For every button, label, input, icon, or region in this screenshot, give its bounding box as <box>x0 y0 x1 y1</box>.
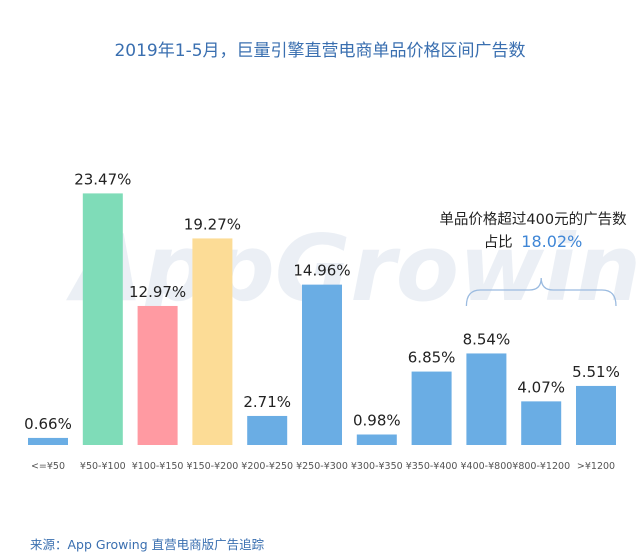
annotation-line-2: 占比 18.02% <box>484 232 583 251</box>
bar-value-label: 5.51% <box>572 363 620 381</box>
bars-group: 0.66% <=¥50 23.47% ¥50-¥100 12.97% ¥100-¥150 1… <box>24 170 620 472</box>
bar-value-label: 19.27% <box>184 215 241 233</box>
bar-10 <box>576 385 616 445</box>
x-tick-label: ¥350-¥400 <box>406 461 458 472</box>
x-tick-label: >¥1200 <box>577 461 615 472</box>
bar-value-label: 8.54% <box>463 330 511 348</box>
bar-1 <box>82 193 123 445</box>
chart-title: 2019年1-5月，巨量引擎直营电商单品价格区间广告数 <box>114 41 526 61</box>
bar-5 <box>302 284 342 445</box>
bar-value-label: 0.98% <box>353 411 401 429</box>
bar-3 <box>192 238 233 445</box>
x-tick-label: ¥250-¥300 <box>296 461 348 472</box>
annotation-line-1: 单品价格超过400元的广告数 <box>439 211 627 228</box>
bar-2 <box>137 305 178 445</box>
bar-value-label: 23.47% <box>74 170 131 188</box>
bar-7 <box>411 371 452 445</box>
annotation: 单品价格超过400元的广告数 占比 18.02% <box>439 211 627 307</box>
bar-8 <box>466 353 507 445</box>
x-tick-label: ¥150-¥200 <box>187 461 239 472</box>
x-tick-label: <=¥50 <box>31 461 65 472</box>
annotation-brace <box>465 277 617 307</box>
source-note: 来源：App Growing 直营电商版广告追踪 <box>30 537 265 552</box>
x-tick-label: ¥200-¥250 <box>241 461 293 472</box>
x-tick-label: ¥400-¥800 <box>461 461 513 472</box>
annotation-value: 18.02% <box>521 232 582 251</box>
bar-value-label: 4.07% <box>517 378 565 396</box>
bar-value-label: 2.71% <box>243 393 291 411</box>
x-tick-label: ¥100-¥150 <box>132 461 184 472</box>
bar-9 <box>521 401 562 445</box>
x-tick-label: ¥300-¥350 <box>351 461 403 472</box>
x-tick-label: ¥50-¥100 <box>80 461 126 472</box>
bar-value-label: 14.96% <box>293 262 350 280</box>
bar-value-label: 0.66% <box>24 415 72 433</box>
annotation-prefix: 占比 <box>484 234 513 251</box>
bar-value-label: 6.85% <box>408 349 456 367</box>
bar-0 <box>28 437 68 445</box>
bar-6 <box>356 434 397 445</box>
bar-value-label: 12.97% <box>129 283 186 301</box>
x-tick-label: ¥800-¥1200 <box>512 461 570 472</box>
bar-4 <box>247 415 288 445</box>
